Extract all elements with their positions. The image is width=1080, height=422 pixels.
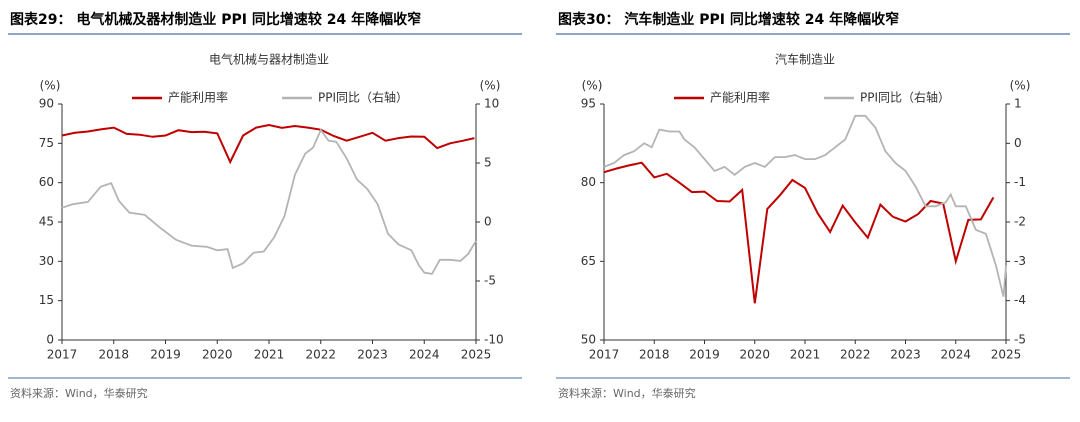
y2-tick-label: 1	[1014, 97, 1022, 111]
y2-tick-label: -4	[1014, 293, 1026, 307]
x-tick-label: 2024	[409, 348, 440, 362]
source-note: 资料来源：Wind，华泰研究	[10, 386, 148, 400]
y-tick-label: 45	[39, 215, 54, 229]
x-tick-label: 2017	[47, 348, 78, 362]
legend-label: 产能利用率	[710, 90, 770, 105]
y2-tick-label: -1	[1014, 175, 1026, 189]
x-tick-label: 2019	[689, 348, 720, 362]
y-tick-label: 95	[581, 97, 596, 111]
y-tick-label: 65	[581, 254, 596, 268]
x-tick-label: 2023	[890, 348, 921, 362]
y2-tick-label: 0	[484, 215, 492, 229]
y2-axis-unit: (%)	[480, 79, 501, 93]
x-tick-label: 2025	[461, 348, 492, 362]
figure-heading: 图表30： 汽车制造业 PPI 同比增速较 24 年降幅收窄	[558, 11, 899, 28]
y-axis-unit: (%)	[582, 79, 603, 93]
legend-label: PPI同比（右轴）	[860, 90, 950, 105]
x-tick-label: 2021	[790, 348, 821, 362]
x-tick-label: 2020	[739, 348, 770, 362]
x-tick-label: 2021	[254, 348, 285, 362]
figure-heading: 图表29： 电气机械及器材制造业 PPI 同比增速较 24 年降幅收窄	[10, 11, 421, 28]
y-tick-label: 90	[39, 97, 54, 111]
data-line	[603, 161, 995, 304]
chart-subtitle: 汽车制造业	[775, 52, 835, 67]
data-line	[61, 123, 475, 165]
x-tick-label: 2020	[202, 348, 233, 362]
y2-axis-unit: (%)	[1010, 79, 1031, 93]
y2-tick-label: 5	[484, 156, 492, 170]
x-tick-label: 2022	[305, 348, 336, 362]
y-tick-label: 15	[39, 293, 54, 307]
x-tick-label: 2022	[840, 348, 871, 362]
y-tick-label: 30	[39, 254, 54, 268]
y2-tick-label: -2	[1014, 215, 1026, 229]
y-tick-label: 80	[581, 175, 596, 189]
y2-tick-label: -10	[484, 333, 504, 347]
x-tick-label: 2017	[589, 348, 620, 362]
y-axis-unit: (%)	[40, 79, 61, 93]
y-tick-label: 75	[39, 136, 54, 150]
chart-subtitle: 电气机械与器材制造业	[209, 52, 329, 67]
y2-tick-label: -3	[1014, 254, 1026, 268]
legend-label: 产能利用率	[168, 90, 228, 105]
y2-tick-label: -5	[1014, 333, 1026, 347]
data-line	[603, 114, 1007, 297]
y-tick-label: 0	[46, 333, 54, 347]
source-note: 资料来源：Wind，华泰研究	[558, 386, 696, 400]
y2-tick-label: 10	[484, 97, 499, 111]
x-tick-label: 2025	[991, 348, 1022, 362]
x-tick-label: 2024	[940, 348, 971, 362]
y-tick-label: 60	[39, 175, 54, 189]
y2-tick-label: -5	[484, 274, 496, 288]
y-tick-label: 50	[581, 333, 596, 347]
x-tick-label: 2023	[357, 348, 388, 362]
x-tick-label: 2019	[150, 348, 181, 362]
legend-label: PPI同比（右轴）	[318, 90, 408, 105]
x-tick-label: 2018	[639, 348, 670, 362]
data-line	[61, 128, 477, 275]
y2-tick-label: 0	[1014, 136, 1022, 150]
x-tick-label: 2018	[98, 348, 129, 362]
